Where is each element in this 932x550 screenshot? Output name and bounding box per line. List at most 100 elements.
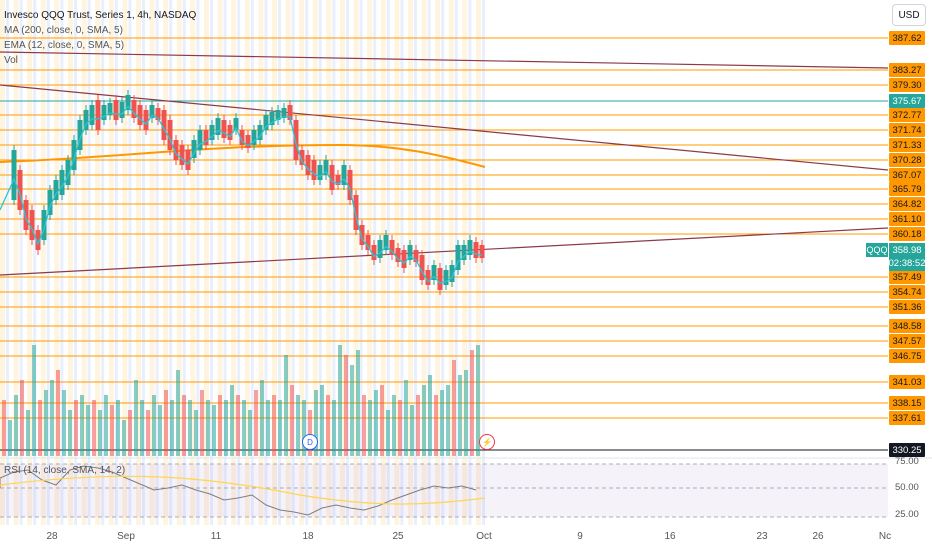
volume-bar [422, 385, 426, 456]
volume-bar [2, 400, 6, 456]
session-band [394, 0, 400, 525]
ema-indicator-label[interactable]: EMA (12, close, 0, SMA, 5) [4, 40, 125, 51]
volume-bar [416, 395, 420, 456]
price-level-label: 341.03 [889, 375, 925, 389]
currency-button[interactable]: USD [892, 4, 926, 26]
price-level-label: 371.74 [889, 123, 925, 137]
candle-body [389, 240, 395, 255]
candle-body [149, 105, 155, 118]
volume-bar [440, 390, 444, 456]
candle-body [137, 105, 143, 125]
candle-body [263, 115, 269, 130]
session-band [250, 0, 254, 525]
symbol-title[interactable]: Invesco QQQ Trust, Series 1, 4h, NASDAQ [4, 10, 197, 21]
candle-body [371, 245, 377, 260]
candle-body [425, 270, 431, 285]
volume-bar [212, 405, 216, 456]
volume-bar [206, 400, 210, 456]
volume-bar [314, 390, 318, 456]
session-band [441, 0, 445, 525]
session-band [204, 0, 209, 525]
session-band [318, 0, 322, 525]
candle-body [233, 118, 239, 130]
rsi-band [0, 464, 888, 517]
volume-bar [134, 380, 138, 456]
volume-bar [14, 395, 18, 456]
session-band [68, 0, 73, 525]
session-band [114, 0, 118, 525]
volume-bar [302, 400, 306, 456]
candle-body [173, 140, 179, 160]
candle-body [347, 170, 353, 200]
price-level-label: 375.67 [889, 94, 925, 108]
candle-body [221, 120, 227, 138]
volume-indicator-label[interactable]: Vol [4, 55, 18, 66]
bar-countdown: 02:38:52 [888, 258, 926, 269]
trendline [0, 51, 889, 69]
volume-bar [68, 410, 72, 456]
candle-body [179, 145, 185, 165]
session-band [291, 0, 295, 525]
candle-body [305, 155, 311, 175]
price-level-label: 338.15 [889, 396, 925, 410]
volume-bar [392, 395, 396, 456]
session-band [427, 0, 431, 525]
volume-bar [446, 385, 450, 456]
candle-body [461, 245, 467, 260]
candle-body [23, 200, 29, 230]
price-level-label: 354.74 [889, 285, 925, 299]
time-axis-label: 25 [392, 531, 404, 542]
candle-body [227, 125, 233, 140]
ma-indicator-label[interactable]: MA (200, close, 0, SMA, 5) [4, 25, 123, 36]
volume-bar [176, 370, 180, 456]
volume-bar [356, 350, 360, 456]
volume-bar [170, 400, 174, 456]
price-level-label: 371.33 [889, 138, 925, 152]
time-axis-label: Nc [878, 531, 892, 542]
volume-bar [218, 395, 222, 456]
dividend-badge-icon[interactable]: D [302, 434, 318, 450]
price-level-label: 387.62 [889, 31, 925, 45]
split-badge-icon[interactable]: ⚡ [479, 434, 495, 450]
volume-bar [248, 410, 252, 456]
current-price: 358.98 [892, 245, 922, 256]
candle-body [53, 180, 59, 200]
candle-body [407, 245, 413, 260]
session-band [367, 0, 373, 525]
candle-body [59, 170, 65, 195]
volume-bar [104, 395, 108, 456]
candle-body [11, 150, 17, 200]
session-band [108, 0, 114, 525]
volume-bar [296, 395, 300, 456]
symbol-tag: QQQ [866, 243, 888, 257]
session-band [482, 0, 485, 525]
session-band [27, 0, 33, 525]
session-band [95, 0, 101, 525]
candle-body [293, 120, 299, 160]
volume-bar [242, 400, 246, 456]
volume-bar [38, 400, 42, 456]
candle-body [443, 270, 449, 285]
session-band [74, 0, 77, 525]
volume-bar [458, 375, 462, 456]
trendline [0, 84, 889, 171]
volume-bar [470, 350, 474, 456]
volume-bar [350, 365, 354, 456]
volume-bar [188, 400, 192, 456]
volume-bar [44, 390, 48, 456]
candle-body [197, 130, 203, 150]
volume-bar [254, 390, 258, 456]
rsi-ma-line [0, 475, 486, 505]
candle-body [365, 235, 371, 250]
candle-body [35, 230, 41, 250]
rsi-label[interactable]: RSI (14, close, SMA, 14, 2) [4, 465, 126, 476]
candle-body [251, 130, 257, 145]
candle-body [107, 103, 113, 115]
candle-body [161, 110, 167, 140]
price-level-label: 365.79 [889, 182, 925, 196]
candle-body [143, 110, 149, 130]
volume-bar [164, 390, 168, 456]
volume-bar [284, 355, 288, 456]
volume-bar [398, 400, 402, 456]
